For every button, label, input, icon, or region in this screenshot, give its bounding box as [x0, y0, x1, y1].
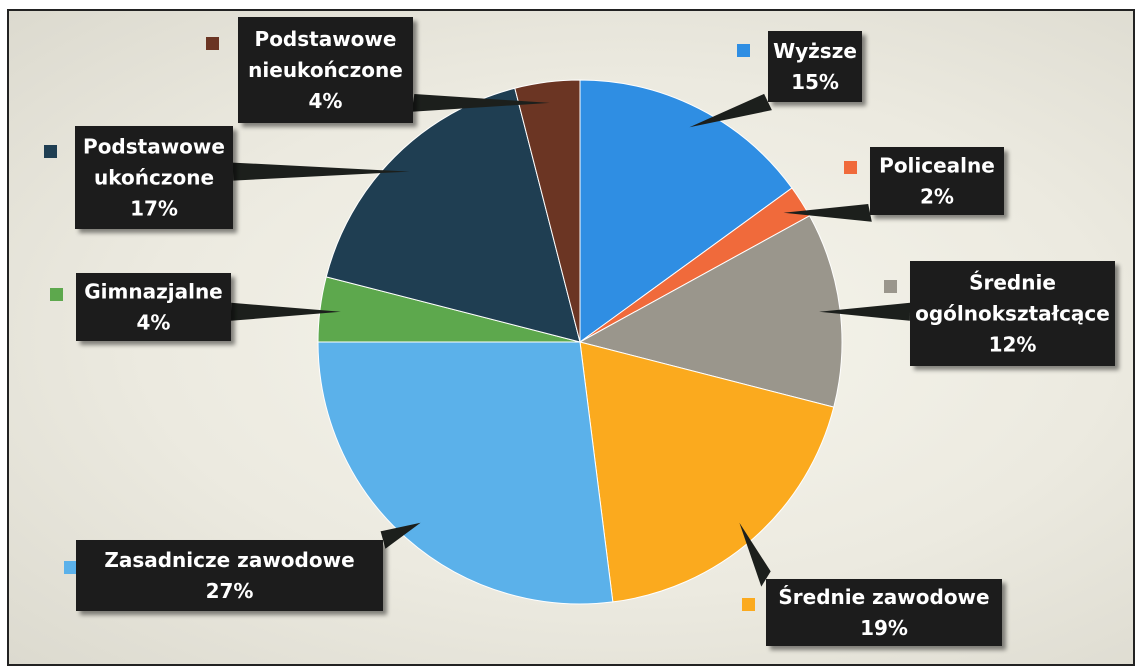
data-label-percent: 4%: [137, 311, 171, 335]
pie-slice: [578, 215, 843, 408]
pie-slice: [514, 79, 581, 343]
legend-marker: [44, 145, 57, 158]
data-label-percent: 2%: [920, 185, 954, 209]
data-label-box: [75, 126, 233, 229]
legend-marker: [50, 288, 63, 301]
label-leader: [380, 522, 421, 549]
legend-marker: [737, 44, 750, 57]
legend-marker: [844, 161, 857, 174]
data-label-category: Policealne: [879, 154, 995, 178]
legend-marker: [64, 561, 77, 574]
label-leader: [230, 302, 341, 321]
data-label-percent: 12%: [989, 333, 1037, 357]
legend-marker: [884, 280, 897, 293]
label-leader: [739, 522, 771, 587]
data-label-box: [870, 147, 1004, 215]
data-label-category: Zasadnicze zawodowe: [104, 548, 354, 572]
data-label-category: Podstawowe: [255, 27, 397, 51]
data-label-box: [768, 31, 862, 102]
data-label-category: Średnie zawodowe: [778, 585, 989, 609]
label-leader: [411, 94, 550, 112]
pie-slice: [579, 341, 835, 603]
data-label-box: [76, 273, 231, 341]
data-label-category: Podstawowe: [83, 135, 225, 159]
data-label-category: Wyższe: [773, 39, 857, 63]
data-label-box: [76, 540, 383, 611]
pie-slice: [317, 341, 614, 605]
data-label-category: ogólnokształcące: [915, 302, 1110, 326]
data-label-percent: 17%: [130, 197, 178, 221]
cropped-header-strip: [0, 0, 1141, 9]
data-label-category: Gimnazjalne: [84, 280, 223, 304]
label-leader: [689, 93, 772, 128]
pie-slice: [579, 79, 793, 343]
pie-slice: [325, 87, 581, 343]
data-label-percent: 15%: [791, 70, 839, 94]
data-label-box: [910, 261, 1115, 366]
legend-marker: [206, 37, 219, 50]
label-leader: [232, 162, 410, 181]
data-label-box: [238, 17, 413, 123]
data-label-category: ukończone: [94, 166, 214, 190]
label-leader: [819, 302, 911, 321]
label-leader: [783, 204, 872, 222]
data-label-percent: 27%: [206, 579, 254, 603]
data-label-category: nieukończone: [248, 58, 403, 82]
legend-marker: [742, 598, 755, 611]
data-label-percent: 19%: [860, 616, 908, 640]
data-label-category: Średnie: [969, 271, 1056, 295]
data-label-box: [766, 579, 1002, 646]
data-label-percent: 4%: [309, 89, 343, 113]
